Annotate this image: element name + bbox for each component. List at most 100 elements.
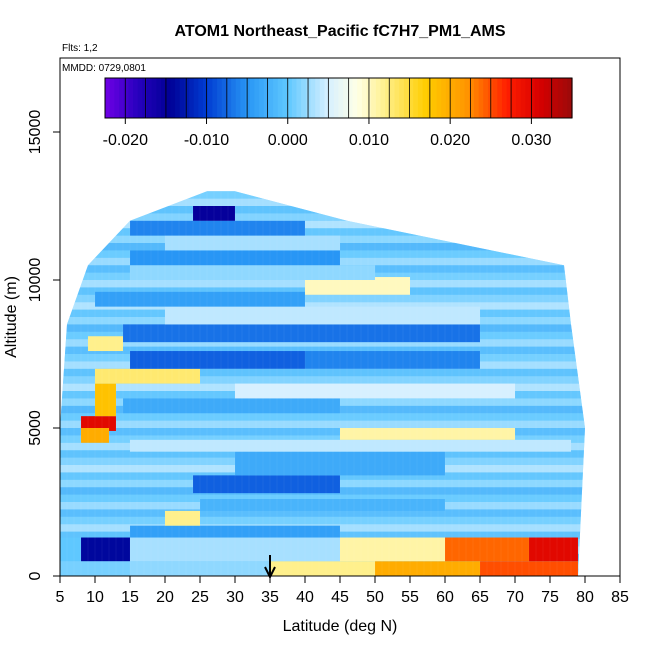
heatmap-band [60,509,585,517]
colorbar-segment [501,78,508,118]
colorbar-segment [543,78,550,118]
colorbar-segment [529,78,536,118]
colorbar-segment [464,78,470,118]
colorbar-segment [207,78,214,118]
heatmap-cell [165,306,480,325]
y-tick-label: 10000 [27,258,44,303]
colorbar-segment [282,78,288,118]
heatmap-band [60,368,585,377]
heatmap-cell [193,206,235,221]
heatmap-cell [235,451,445,476]
colorbar-segment [422,78,428,118]
heatmap-band [60,198,585,206]
dates-note: MMDD: 0729,0801 [62,63,146,74]
colorbar-segment [305,78,312,118]
heatmap-cell [340,428,515,440]
colorbar-segment [385,78,391,118]
colorbar-segment [259,78,265,118]
colorbar-segment [375,78,382,118]
colorbar-segment [114,78,120,118]
colorbar-segment [226,78,232,118]
heatmap-area [60,176,620,576]
colorbar-segment [408,78,414,118]
x-tick-label: 60 [436,589,454,606]
colorbar-segment [254,78,260,118]
heatmap-cell [130,525,340,538]
heatmap-band [60,228,585,236]
heatmap-cell [130,250,340,266]
heatmap-cell [130,561,270,576]
colorbar-segment [417,78,424,118]
colorbar-segment [212,78,218,118]
heatmap-cell [95,291,305,307]
heatmap-band [60,176,620,183]
heatmap-cell [123,324,480,343]
colorbar-segment [380,78,386,118]
colorbar-segment [249,78,256,118]
colorbar-tick-label: 0.010 [349,132,389,149]
colorbar-segment [151,78,157,118]
x-tick-label: 75 [541,589,559,606]
heatmap-cell [60,537,81,562]
colorbar-segment [319,78,326,118]
heatmap-band [60,191,585,199]
colorbar-segment [343,78,349,118]
colorbar-segment [175,78,181,118]
colorbar-segment [287,78,293,118]
colorbar-segment [436,78,442,118]
colorbar-segment [123,78,129,118]
colorbar-segment [562,78,568,118]
colorbar-segment [268,78,274,118]
colorbar-segment [203,78,209,118]
heatmap-cell [165,235,340,251]
heatmap-band [60,428,585,436]
colorbar-segment [333,78,340,118]
heatmap-cell [193,475,340,494]
heatmap-band [60,184,620,191]
colorbar-segment [431,78,438,118]
colorbar-segment [399,78,405,118]
colorbar-segment [483,78,489,118]
x-tick-label: 20 [156,589,174,606]
x-tick-label: 85 [611,589,629,606]
colorbar-segment [534,78,540,118]
heatmap-cell [270,561,375,576]
heatmap-cell [305,277,410,295]
colorbar-segment [165,78,171,118]
colorbar-segment [413,78,419,118]
heatmap-cell [123,398,340,414]
colorbar-segment [133,78,139,118]
colorbar-segment [221,78,228,118]
heatmap-cell [60,561,130,576]
flights-note: Flts: 1,2 [62,43,98,54]
colorbar-tick-label: -0.020 [103,132,148,149]
heatmap-band [60,420,585,428]
colorbar-segment [361,78,368,118]
colorbar-segment [310,78,316,118]
colorbar-segment [497,78,503,118]
colorbar-segment [441,78,447,118]
colorbar-segment [473,78,480,118]
x-tick-label: 30 [226,589,244,606]
heatmap-cell [165,510,200,526]
heatmap-cell [529,537,578,562]
colorbar-segment [539,78,545,118]
x-tick-label: 25 [191,589,209,606]
colorbar-segment [231,78,237,118]
heatmap-cell [340,537,445,562]
x-axis-label: Latitude (deg N) [283,618,398,635]
colorbar-segment [515,78,522,118]
colorbar-segment [161,78,167,118]
heatmap-cell [81,416,116,431]
heatmap-cell [130,220,305,236]
heatmap-band [60,220,585,229]
colorbar-segment [156,78,162,118]
heatmap-cell [88,336,123,352]
heatmap-band [60,339,585,347]
colorbar-segment [557,78,564,118]
x-tick-label: 80 [576,589,594,606]
heatmap-band [60,213,585,221]
colorbar-segment [445,78,452,118]
heatmap-cell [95,368,200,384]
colorbar-tick-label: 0.020 [430,132,470,149]
